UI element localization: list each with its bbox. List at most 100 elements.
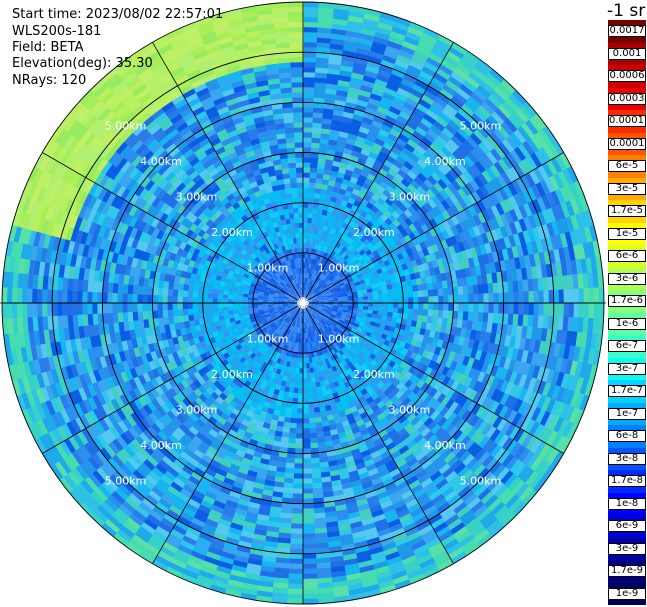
ppi-gate [335,324,342,330]
ppi-gate [311,467,321,474]
ppi-gate [303,2,320,8]
ppi-gate [446,318,453,327]
ppi-gate [288,558,303,565]
ppi-gate [463,294,469,304]
ppi-gate [292,483,303,489]
ppi-gate [398,297,404,304]
ppi-gate [303,257,306,263]
ppi-gate [501,270,508,283]
ppi-gate [320,268,326,274]
ppi-gate [330,323,336,329]
ppi-gate [303,237,307,243]
ppi-gate [438,131,452,144]
ppi-gate [467,285,474,295]
ppi-gate [417,41,434,54]
ppi-gate [419,70,435,82]
ppi-gate [505,456,519,472]
ppi-gate [305,357,310,364]
ppi-gate [440,175,452,187]
ppi-gate [330,250,337,257]
ppi-gate [364,70,379,79]
ppi-gate [345,343,352,350]
ppi-gate [485,167,498,181]
ppi-gate [318,279,324,285]
ppi-gate [547,315,554,330]
ppi-gate [419,36,436,49]
ppi-gate [396,223,405,233]
ppi-gate [337,280,344,285]
ppi-gate [318,2,336,9]
ppi-gate [524,172,536,188]
ppi-gate [327,319,333,324]
ppi-gate [587,317,594,335]
ppi-gate [532,226,541,242]
ppi-gate [302,408,309,414]
ppi-gate [501,155,514,170]
ppi-gate [371,41,388,51]
ppi-gate [559,186,571,204]
ppi-gate [405,120,419,131]
ppi-gate [530,327,538,341]
ppi-gate [492,282,499,294]
ppi-gate [508,291,514,304]
ppi-gate [461,319,468,330]
ppi-gate [370,146,381,156]
ppi-gate [495,227,504,240]
ppi-gate [531,365,541,380]
ppi-gate [318,287,324,292]
ppi-gate [488,179,500,194]
ppi-gate [345,335,352,342]
ppi-gate [365,107,378,116]
ppi-gate [393,298,399,304]
ppi-gate [358,174,368,183]
ppi-gate [313,228,319,235]
ppi-gate [570,214,580,231]
ppi-gate [548,175,561,192]
ppi-gate [313,275,317,281]
ppi-gate [412,83,427,95]
ppi-gate [446,279,453,289]
ppi-gate [513,303,519,315]
ppi-gate [413,176,425,187]
ppi-gate [455,146,468,160]
ppi-gate [314,311,320,316]
ppi-gate [497,434,510,449]
ppi-gate [337,193,345,201]
ppi-gate [462,79,478,93]
ppi-gate [365,281,372,287]
ppi-gate [362,143,373,152]
ppi-gate [338,243,345,251]
ppi-gate [565,260,573,276]
ppi-gate [334,259,341,266]
ppi-gate [417,264,425,273]
ppi-gate [320,291,327,295]
ppi-gate [519,416,532,432]
ppi-gate [420,182,431,193]
ppi-gate [392,235,401,244]
ppi-gate [541,382,552,398]
ppi-gate [437,288,444,297]
ppi-gate [396,115,409,126]
ppi-gate [527,200,538,216]
ppi-gate [450,370,460,381]
ppi-gate [412,148,424,160]
ppi-gate [392,370,401,380]
ppi-gate [323,270,329,276]
ppi-gate [460,409,472,422]
ppi-gate [362,309,369,314]
ppi-gate [448,119,462,132]
ppi-gate [343,280,350,285]
ppi-gate [345,264,352,271]
ppi-gate [360,198,369,207]
ppi-gate [299,358,303,364]
ppi-gate [401,335,409,343]
ppi-gate [412,265,420,274]
ppi-gate [429,378,438,389]
ppi-gate [416,158,428,170]
ppi-gate [433,225,442,236]
ppi-gate [366,173,377,182]
ppi-gate [487,94,503,109]
ppi-gate [388,150,400,161]
ppi-gate [321,292,327,296]
ppi-gate [378,16,396,27]
